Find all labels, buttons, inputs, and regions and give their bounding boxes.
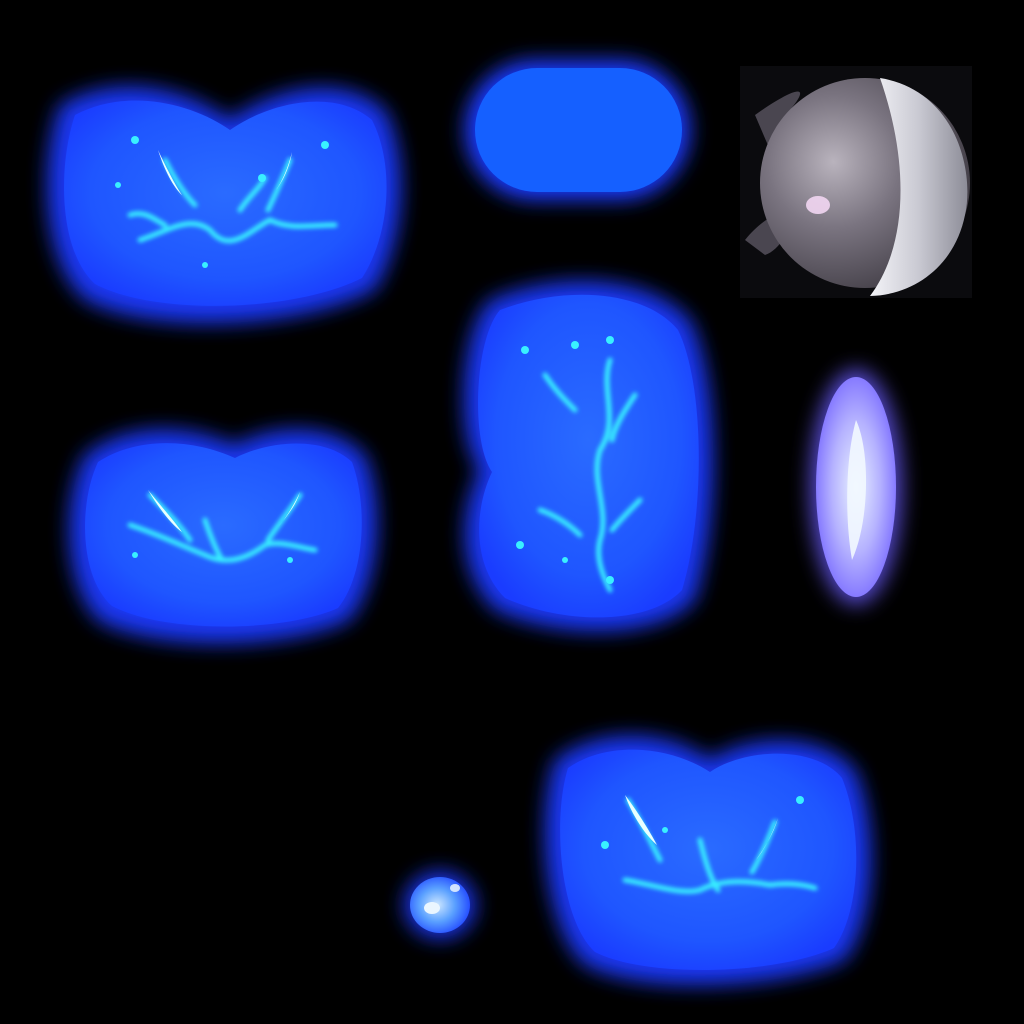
splash-large-bottom-right <box>545 735 872 986</box>
splash-vertical-center <box>463 281 714 632</box>
splash-large-top-left <box>47 86 402 324</box>
crystal-shard <box>810 369 902 605</box>
small-droplet <box>404 871 476 939</box>
splash-medium-left <box>69 429 377 644</box>
blue-pill <box>465 60 690 200</box>
metal-ball-helmet <box>740 66 972 298</box>
